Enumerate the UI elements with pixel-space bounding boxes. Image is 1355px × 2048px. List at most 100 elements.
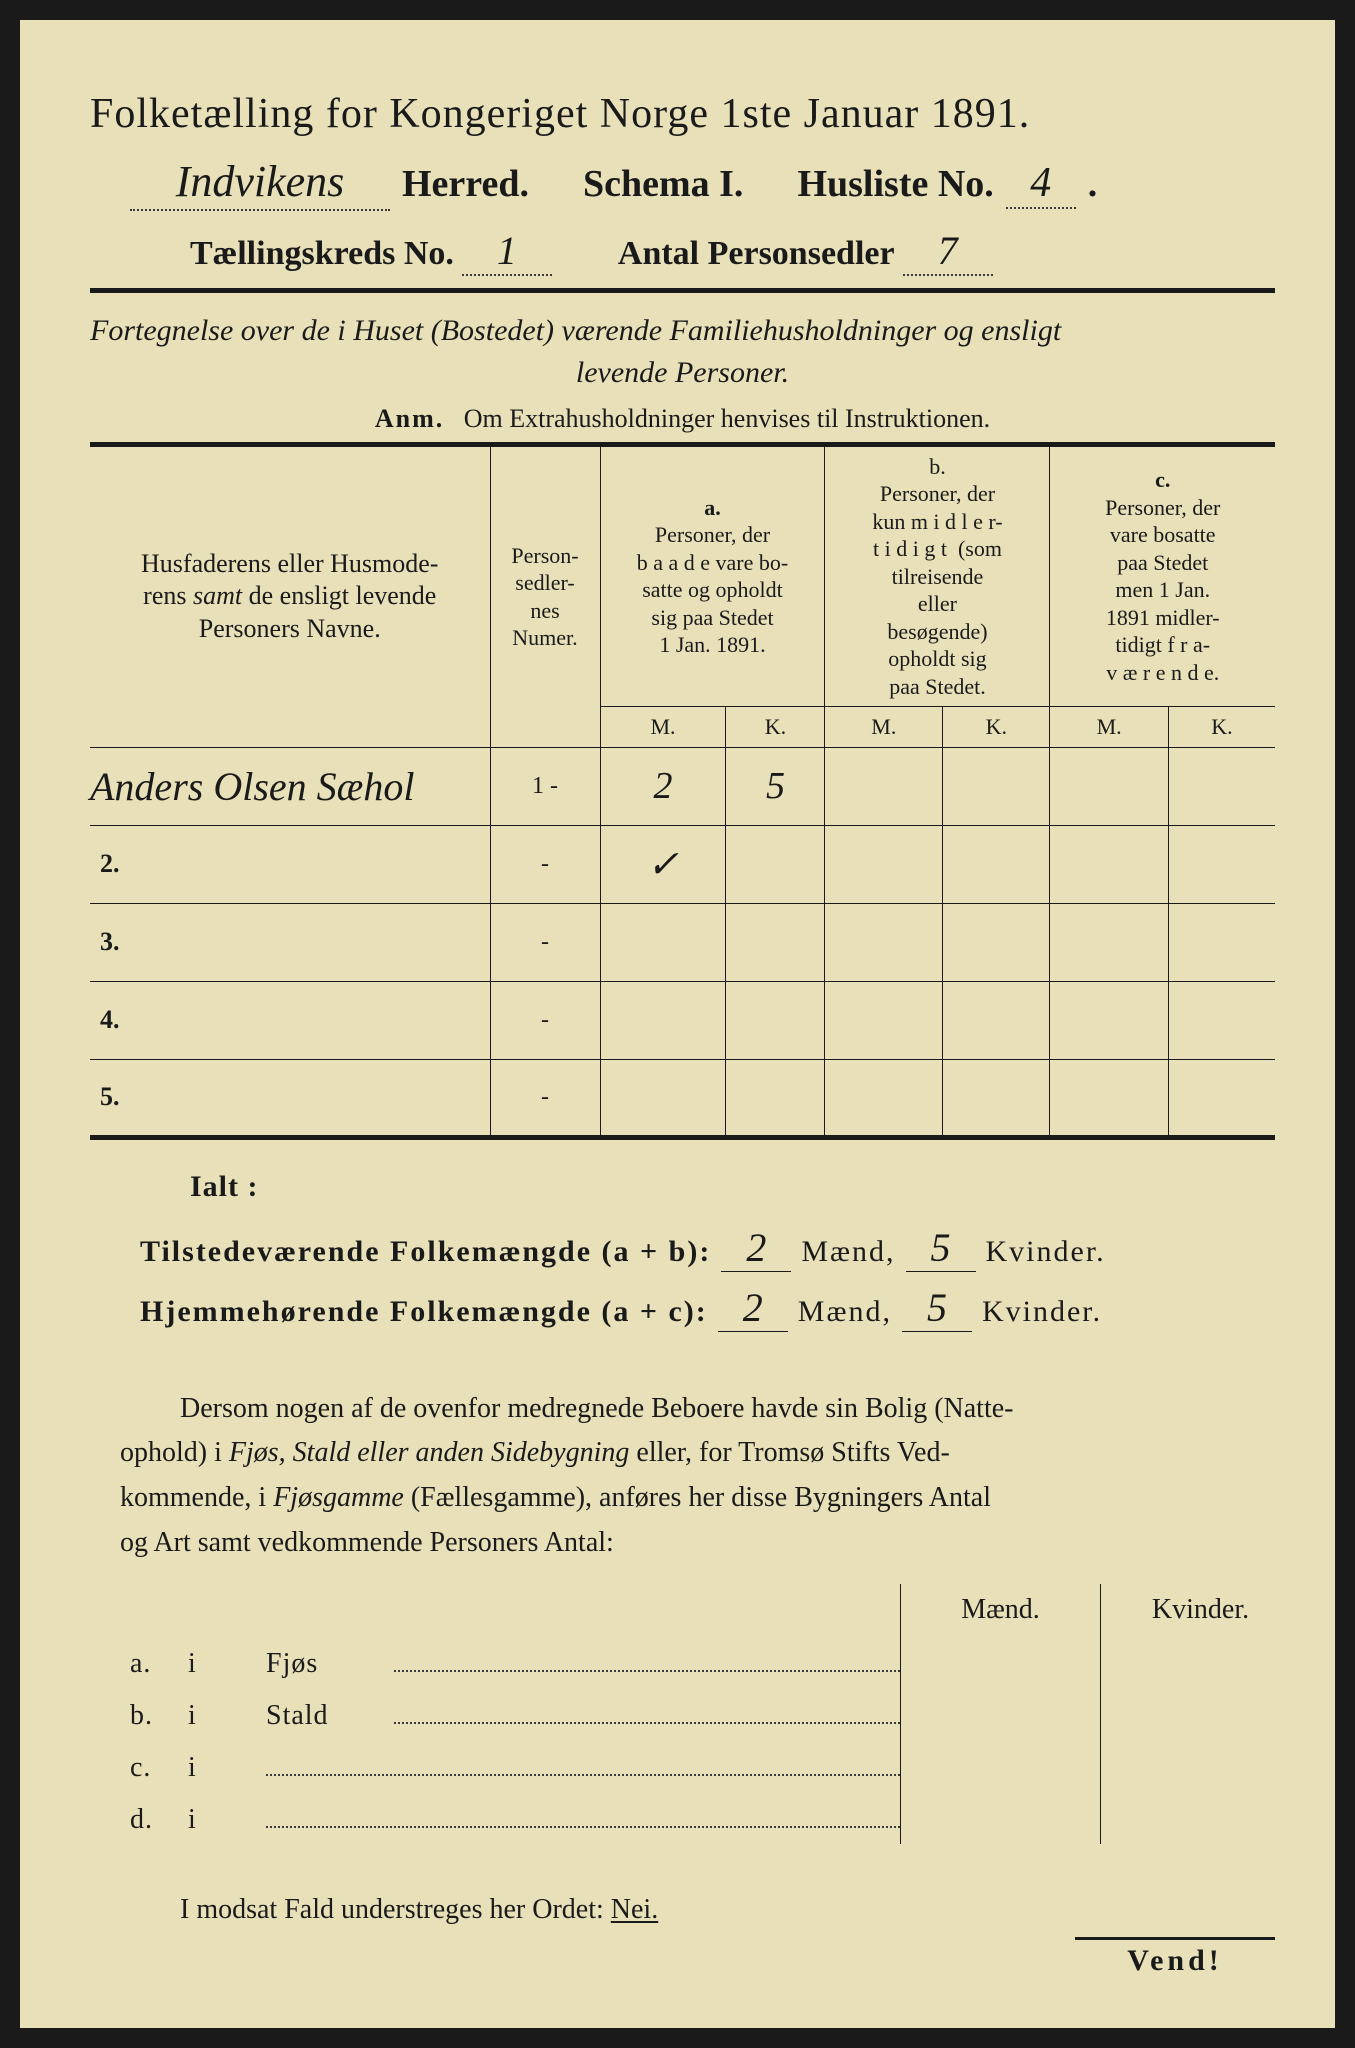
th-c-k: K. [1168, 707, 1275, 748]
data-cell [1168, 747, 1275, 825]
table-row: 3.- [90, 903, 1275, 981]
data-cell: ✓ [600, 825, 726, 903]
building-row-label: b.iStald [120, 1688, 900, 1740]
anm-label: Anm. [375, 404, 444, 433]
kreds-no: 1 [462, 227, 552, 276]
herred-value: Indvikens [130, 156, 390, 211]
divider [90, 288, 1275, 293]
th-col-a: a. Personer, derb a a d e vare bo-satte … [600, 444, 825, 707]
summary-ab: Tilstedeværende Folkemængde (a + b): 2 M… [140, 1224, 1275, 1272]
table-row: 2. -✓ [90, 825, 1275, 903]
data-cell [726, 903, 825, 981]
ialt-label: Ialt : [190, 1170, 1275, 1204]
ac-label: Hjemmehørende Folkemængde (a + c): [140, 1295, 708, 1329]
data-cell: 2 [600, 747, 726, 825]
name-cell: 3. [90, 903, 490, 981]
data-cell [1050, 1059, 1168, 1137]
building-k-cell [1100, 1636, 1300, 1688]
data-cell [1168, 981, 1275, 1059]
handwritten-name: Anders Olsen Sæhol [90, 763, 414, 810]
building-table: Mænd. Kvinder. a.iFjøsb.iStaldc.id.i [120, 1584, 1245, 1844]
kvinder-label: Kvinder. [986, 1235, 1106, 1269]
building-m-cell [900, 1688, 1100, 1740]
table-row: 5. - [90, 1059, 1275, 1137]
bt-head-m: Mænd. [900, 1584, 1100, 1636]
anm-text: Om Extrahusholdninger henvises til Instr… [464, 404, 990, 433]
kvinder-label-2: Kvinder. [982, 1295, 1102, 1329]
building-m-cell [900, 1740, 1100, 1792]
data-cell [600, 981, 726, 1059]
anm-line: Anm. Om Extrahusholdninger henvises til … [90, 404, 1275, 434]
maend-label: Mænd, [801, 1235, 895, 1269]
bt-head-k: Kvinder. [1100, 1584, 1300, 1636]
data-cell [825, 981, 943, 1059]
building-k-cell [1100, 1740, 1300, 1792]
data-cell [1168, 903, 1275, 981]
data-cell [943, 825, 1050, 903]
building-row-label: d.i [120, 1792, 900, 1844]
th-b-head: b. [929, 454, 946, 479]
data-cell [1168, 1059, 1275, 1137]
personsedler-no: 7 [903, 227, 993, 276]
sedler-cell: 1 - [490, 747, 600, 825]
data-cell [943, 981, 1050, 1059]
th-b-m: M. [825, 707, 943, 748]
row-number: 5. [100, 1082, 120, 1111]
data-cell [1050, 903, 1168, 981]
row-number: 2. [100, 849, 120, 878]
name-cell: 4. [90, 981, 490, 1059]
data-cell [943, 1059, 1050, 1137]
th-a-head: a. [704, 495, 721, 520]
th-col-c: c. Personer, dervare bosattepaa Stedetme… [1050, 444, 1275, 707]
th-names: Husfaderens eller Husmode-rens samt de e… [90, 444, 490, 747]
building-m-cell [900, 1636, 1100, 1688]
data-cell [943, 747, 1050, 825]
ac-m: 2 [718, 1284, 788, 1332]
data-cell [943, 903, 1050, 981]
data-cell [825, 825, 943, 903]
summary-ac: Hjemmehørende Folkemængde (a + c): 2 Mæn… [140, 1284, 1275, 1332]
data-cell [726, 981, 825, 1059]
sedler-cell: - [490, 981, 600, 1059]
husliste-no: 4 [1006, 159, 1076, 209]
nei-prefix: I modsat Fald understreges her Ordet: [180, 1894, 604, 1925]
data-cell [1050, 747, 1168, 825]
data-cell [600, 903, 726, 981]
building-m-cell [900, 1792, 1100, 1844]
ac-k: 5 [902, 1284, 972, 1332]
row-number: 3. [100, 927, 120, 956]
herred-label: Herred. [402, 162, 529, 206]
personsedler-label: Antal Personsedler [618, 235, 895, 273]
census-table: Husfaderens eller Husmode-rens samt de e… [90, 442, 1275, 1140]
name-cell: 5. [90, 1059, 490, 1137]
th-a-k: K. [726, 707, 825, 748]
data-cell: 5 [726, 747, 825, 825]
row-number: 4. [100, 1005, 120, 1034]
th-sedler: Person-sedler-nesNumer. [490, 444, 600, 747]
page-title: Folketælling for Kongeriget Norge 1ste J… [90, 90, 1275, 138]
census-page: Folketælling for Kongeriget Norge 1ste J… [20, 20, 1335, 2028]
th-c-head: c. [1155, 467, 1170, 492]
th-c-m: M. [1050, 707, 1168, 748]
husliste-label: Husliste No. [797, 162, 993, 206]
building-paragraph: Dersom nogen af de ovenfor medregnede Be… [120, 1387, 1245, 1566]
data-cell [1050, 981, 1168, 1059]
building-row-label: a.iFjøs [120, 1636, 900, 1688]
schema-label: Schema I. [583, 162, 743, 206]
data-cell [726, 825, 825, 903]
th-col-b: b. Personer, derkun m i d l e r-t i d i … [825, 444, 1050, 707]
subtitle-line2: levende Personer. [90, 356, 1275, 390]
header-line-2: Indvikens Herred. Schema I. Husliste No.… [90, 156, 1275, 211]
data-cell [825, 903, 943, 981]
sedler-cell: - [490, 825, 600, 903]
data-cell [600, 1059, 726, 1137]
th-b-k: K. [943, 707, 1050, 748]
data-cell [825, 747, 943, 825]
building-k-cell [1100, 1792, 1300, 1844]
data-cell [1168, 825, 1275, 903]
ab-m: 2 [721, 1224, 791, 1272]
vend-label: Vend! [1075, 1937, 1275, 1978]
th-a-m: M. [600, 707, 726, 748]
ab-k: 5 [906, 1224, 976, 1272]
sedler-cell: - [490, 1059, 600, 1137]
